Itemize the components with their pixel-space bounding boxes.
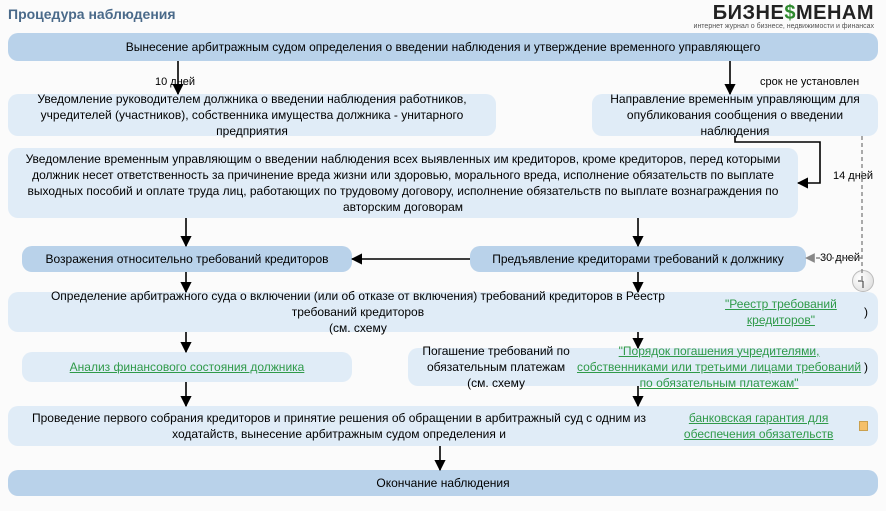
brand-subtitle: интернет журнал о бизнесе, недвижимости … bbox=[694, 23, 874, 30]
flow-box-b6: Предъявление кредиторами требований к до… bbox=[470, 246, 806, 272]
edge-label-e4: 30 дней bbox=[820, 252, 860, 264]
edge-label-e2: срок не установлен bbox=[760, 76, 859, 88]
flow-box-b3: Направление временным управляющим для оп… bbox=[592, 94, 878, 136]
flow-box-b5: Возражения относительно требований креди… bbox=[22, 246, 352, 272]
flow-box-b9: Погашение требований по обязательным пла… bbox=[408, 348, 878, 386]
brand-logo: БИЗНЕ$МЕНАМ интернет журнал о бизнесе, н… bbox=[694, 2, 874, 30]
flow-box-b4: Уведомление временным управляющим о введ… bbox=[8, 148, 798, 218]
note-icon bbox=[859, 421, 868, 431]
clock-icon bbox=[852, 270, 874, 292]
flow-box-b7: Определение арбитражного суда о включени… bbox=[8, 292, 878, 332]
flow-box-b8: Анализ финансового состояния должника bbox=[22, 352, 352, 382]
brand-dollar: $ bbox=[784, 2, 796, 24]
brand-prefix: БИЗНЕ bbox=[713, 2, 785, 24]
flow-box-b11: Окончание наблюдения bbox=[8, 470, 878, 496]
flow-box-b1: Вынесение арбитражным судом определения … bbox=[8, 33, 878, 61]
edge-label-e3: 14 дней bbox=[833, 170, 873, 182]
flow-box-b10: Проведение первого собрания кредиторов и… bbox=[8, 406, 878, 446]
brand-suffix: МЕНАМ bbox=[796, 2, 874, 24]
edge-label-e1: 10 дней bbox=[155, 76, 195, 88]
page-title: Процедура наблюдения bbox=[8, 6, 176, 22]
flow-box-b2: Уведомление руководителем должника о вве… bbox=[8, 94, 496, 136]
